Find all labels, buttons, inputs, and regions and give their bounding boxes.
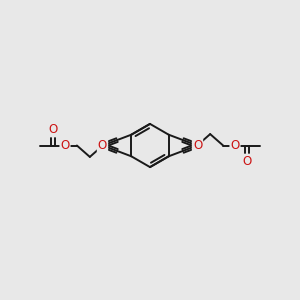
Text: O: O xyxy=(242,154,251,168)
Text: N: N xyxy=(98,139,107,152)
Text: O: O xyxy=(98,139,107,152)
Text: O: O xyxy=(98,139,107,152)
Text: O: O xyxy=(49,123,58,136)
Text: O: O xyxy=(230,139,240,152)
Text: O: O xyxy=(193,139,202,152)
Text: O: O xyxy=(60,139,70,152)
Text: N: N xyxy=(193,139,202,152)
Text: O: O xyxy=(193,139,202,152)
